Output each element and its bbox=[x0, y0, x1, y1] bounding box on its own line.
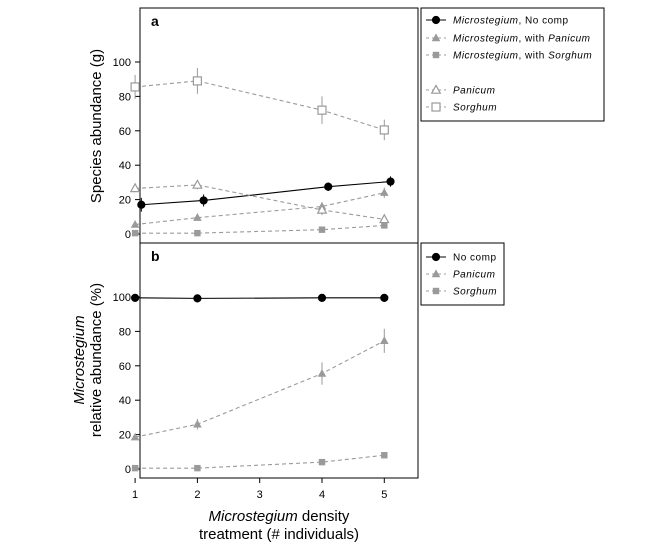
legend-label: Microstegium, No comp bbox=[453, 16, 569, 27]
data-point bbox=[379, 125, 389, 135]
data-point bbox=[131, 229, 139, 237]
series-line bbox=[135, 192, 385, 226]
y-tick-label: 60 bbox=[119, 361, 131, 373]
y-tick-label: 80 bbox=[119, 91, 131, 103]
panel-b: b 0 20 40 60 80 100 1 2 3 4 5 Microstegium densitytr… bbox=[71, 242, 505, 543]
legend-label: Microstegium, with Panicum bbox=[453, 34, 591, 45]
y-tick-label: 20 bbox=[119, 430, 131, 442]
series-line bbox=[135, 184, 385, 220]
data-point bbox=[194, 229, 201, 237]
legend-swatch-marker bbox=[430, 84, 442, 94]
series-4 bbox=[130, 68, 389, 141]
legend-swatch-marker bbox=[431, 102, 441, 112]
x-tick-label: 2 bbox=[194, 489, 200, 501]
legend-swatch-marker bbox=[432, 287, 440, 295]
y-axis-title: Microstegium bbox=[71, 315, 88, 404]
series-line bbox=[141, 180, 391, 206]
data-point bbox=[193, 294, 202, 303]
x-tick-label: 1 bbox=[132, 489, 138, 501]
y-tick-label: 100 bbox=[113, 57, 131, 69]
data-point bbox=[317, 368, 327, 377]
data-point bbox=[137, 200, 146, 209]
series-0 bbox=[137, 176, 395, 212]
legend-label: Panicum bbox=[453, 270, 495, 281]
legend-swatch-marker bbox=[431, 252, 441, 262]
data-point bbox=[129, 182, 141, 193]
series-line bbox=[135, 80, 385, 131]
series-1 bbox=[130, 328, 389, 441]
series-line bbox=[134, 340, 385, 438]
data-point bbox=[381, 452, 388, 459]
legend-label: Microstegium, with Sorghum bbox=[453, 51, 592, 62]
series-0 bbox=[131, 293, 389, 303]
data-point bbox=[318, 458, 326, 466]
y-tick-label: 0 bbox=[125, 464, 131, 476]
data-point bbox=[386, 177, 395, 186]
legend: Microstegium, No comp Microstegium, with … bbox=[420, 7, 605, 122]
data-point bbox=[193, 213, 202, 221]
data-point bbox=[131, 293, 140, 302]
legend-label: Panicum bbox=[453, 86, 495, 97]
x-axis-title: Microstegium density bbox=[209, 508, 350, 525]
series-line bbox=[135, 454, 385, 469]
series-2 bbox=[131, 452, 388, 472]
data-point bbox=[130, 82, 140, 92]
panel-a: a 0 20 40 60 80 100 Species abundance (g) Micros… bbox=[88, 7, 605, 244]
legend-label: Sorghum bbox=[453, 103, 497, 114]
series-1 bbox=[130, 187, 389, 228]
data-point bbox=[381, 222, 388, 229]
y-axis-title-line2: relative abundance (%) bbox=[88, 283, 105, 437]
plot-frame bbox=[139, 7, 419, 244]
series-2 bbox=[131, 222, 388, 237]
y-tick-label: 0 bbox=[125, 229, 131, 241]
legend-label: No comp bbox=[453, 253, 497, 264]
panel-letter: a bbox=[151, 13, 159, 29]
data-point bbox=[192, 76, 202, 86]
data-point bbox=[130, 432, 140, 441]
data-point bbox=[131, 464, 139, 472]
legend: No comp Panicum Sorghum bbox=[420, 242, 505, 306]
data-point bbox=[316, 204, 328, 214]
data-point bbox=[317, 293, 327, 302]
series-3 bbox=[129, 179, 390, 224]
data-point bbox=[199, 196, 208, 205]
data-point bbox=[324, 182, 333, 191]
legend-label: Sorghum bbox=[453, 287, 497, 298]
legend-swatch-marker bbox=[431, 269, 441, 278]
series-line bbox=[135, 297, 385, 299]
x-axis-title-line2: treatment (# individuals) bbox=[199, 526, 359, 543]
data-point bbox=[378, 213, 390, 224]
data-point bbox=[193, 419, 202, 428]
data-point bbox=[380, 336, 389, 345]
y-tick-label: 20 bbox=[119, 195, 131, 207]
data-point bbox=[380, 293, 389, 302]
data-point bbox=[318, 226, 326, 233]
series-line bbox=[135, 224, 385, 234]
data-point bbox=[130, 219, 140, 228]
x-tick-label: 5 bbox=[381, 489, 387, 501]
data-point bbox=[192, 179, 203, 189]
legend-box bbox=[420, 7, 605, 122]
legend-swatch-marker bbox=[432, 51, 440, 59]
y-tick-label: 40 bbox=[119, 160, 131, 172]
plot-frame bbox=[139, 242, 419, 479]
y-tick-label: 100 bbox=[113, 292, 131, 304]
legend-swatch-marker bbox=[431, 15, 441, 25]
x-tick-label: 4 bbox=[319, 489, 325, 501]
panel-letter: b bbox=[151, 248, 160, 264]
y-tick-label: 80 bbox=[119, 326, 131, 338]
legend-swatch-marker bbox=[431, 33, 441, 42]
data-point bbox=[380, 188, 389, 196]
x-tick-label: 3 bbox=[257, 489, 263, 501]
y-tick-label: 40 bbox=[119, 395, 131, 407]
data-point bbox=[194, 464, 201, 472]
y-tick-label: 60 bbox=[119, 126, 131, 138]
y-axis-title: Species abundance (g) bbox=[88, 49, 105, 203]
data-point bbox=[317, 105, 327, 115]
